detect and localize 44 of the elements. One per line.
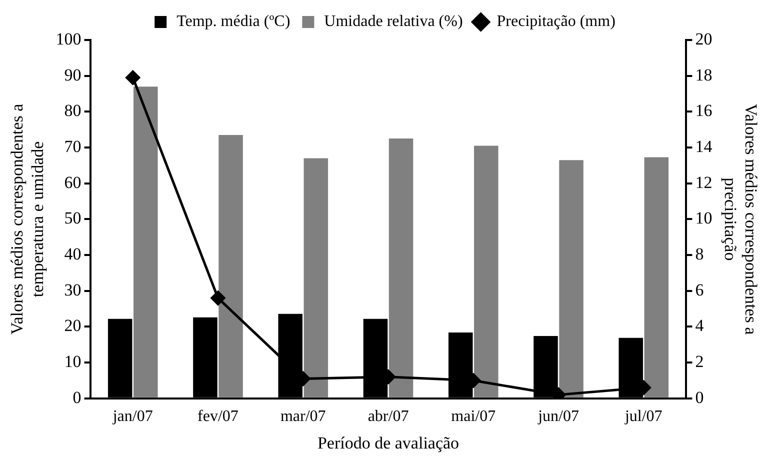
- y-tick-label: 30: [64, 280, 82, 300]
- x-tick-label: jul/07: [624, 408, 662, 426]
- y2-tick-label: 0: [695, 388, 704, 407]
- y-tick-label: 20: [64, 316, 82, 336]
- y-axis-title: Valores médios correspondentes a temperatura e umidade: [8, 103, 48, 335]
- x-tick-label: jun/07: [537, 408, 579, 426]
- y2-tick-label: 14: [695, 136, 713, 156]
- bar: [218, 134, 243, 398]
- y2-tick-label: 12: [695, 172, 712, 192]
- y2-tick-label: 10: [695, 208, 712, 228]
- legend-label: Precipitação (mm): [496, 13, 616, 30]
- legend-label: Temp. média (ºC): [176, 13, 290, 30]
- legend-label: Umidade relativa (%): [324, 13, 463, 30]
- bar: [388, 138, 414, 398]
- y2-axis-title: Valores médios correspondentes a precipitação: [720, 104, 760, 336]
- bar: [304, 158, 328, 398]
- y-tick-label: 70: [64, 136, 82, 156]
- y2-tick-label: 8: [695, 244, 704, 264]
- y-tick-label: 100: [56, 29, 82, 48]
- y-tick-label: 0: [72, 388, 82, 407]
- bar: [474, 146, 498, 398]
- x-tick-label: mar/07: [280, 408, 326, 426]
- point: [210, 290, 226, 306]
- y-tick-label: 80: [64, 101, 82, 120]
- y2-tick-label: 4: [695, 316, 704, 336]
- y2-tick-label: 2: [695, 352, 704, 372]
- x-tick-label: fev/07: [198, 408, 238, 426]
- y2-tick-label: 6: [695, 280, 704, 300]
- x-tick-label: abr/07: [368, 408, 409, 426]
- bar: [644, 157, 669, 398]
- y2-tick-label: 20: [695, 29, 712, 48]
- y2-tick-label: 18: [695, 65, 712, 84]
- y-tick-label: 10: [64, 352, 82, 372]
- x-tick-label: mai/07: [451, 408, 496, 426]
- bar: [559, 160, 584, 398]
- y2-tick-label: 16: [695, 101, 712, 120]
- y-tick-label: 40: [64, 244, 82, 264]
- y-tick-label: 90: [64, 65, 82, 84]
- point: [126, 70, 140, 85]
- x-axis-title: Período de avaliação: [317, 433, 460, 452]
- bar: [134, 86, 158, 398]
- y-tick-label: 50: [64, 208, 82, 228]
- x-tick-label: jan/07: [112, 408, 153, 426]
- y-tick-label: 60: [64, 172, 82, 192]
